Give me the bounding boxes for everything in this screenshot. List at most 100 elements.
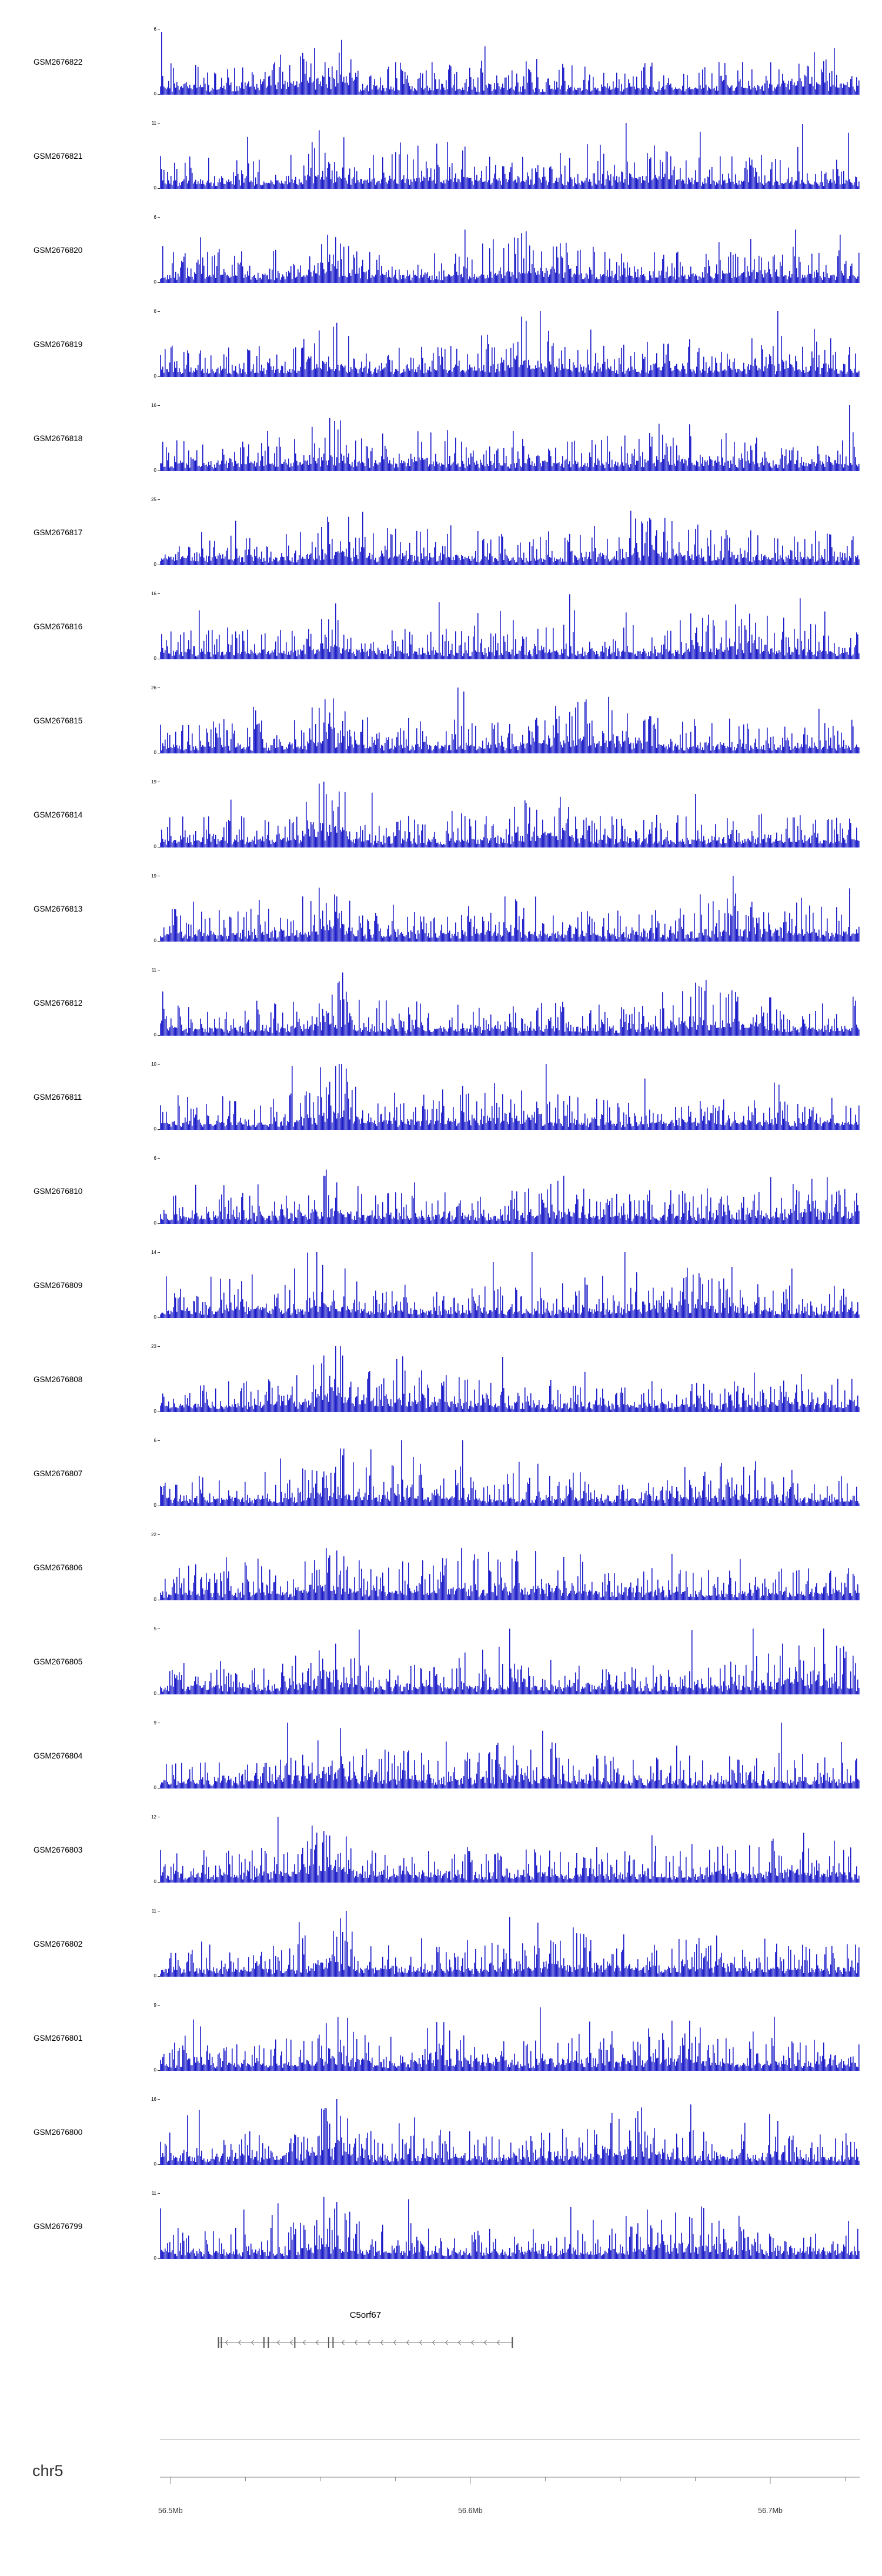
gene-strand-arrow bbox=[380, 2340, 383, 2345]
coverage-track-row: GSM2676807 6 0 bbox=[0, 1426, 882, 1520]
y-axis-max-label: 6 bbox=[153, 1438, 156, 1443]
y-axis-top-tick bbox=[158, 405, 160, 406]
track-plot-area: 22 0 bbox=[151, 1533, 860, 1602]
track-plot-area: 16 0 bbox=[151, 403, 860, 473]
y-axis-max-label: 23 bbox=[151, 1344, 156, 1349]
y-axis-min-label: 0 bbox=[153, 656, 156, 661]
gene-strand-arrow bbox=[341, 2340, 345, 2345]
coverage-bars bbox=[160, 2007, 860, 2071]
gene-exon-block bbox=[332, 2337, 334, 2348]
y-axis-min-label: 0 bbox=[153, 1314, 156, 1320]
y-axis-top-tick bbox=[158, 2193, 160, 2194]
axis-tick-label: 56.6Mb bbox=[458, 2507, 483, 2515]
track-plot-area: 14 0 bbox=[151, 1250, 860, 1320]
track-plot-area: 6 0 bbox=[154, 1439, 860, 1508]
chromosome-label: chr5 bbox=[32, 2462, 64, 2480]
coverage-histogram bbox=[160, 311, 860, 377]
gene-exon-block bbox=[218, 2337, 219, 2348]
coverage-bars bbox=[160, 1629, 860, 1694]
y-axis-max-label: 11 bbox=[151, 121, 156, 126]
y-axis-max-label: 16 bbox=[151, 403, 156, 408]
coverage-histogram bbox=[160, 1252, 860, 1318]
y-axis-top-tick bbox=[158, 1252, 160, 1253]
y-axis-max-label: 12 bbox=[151, 1814, 156, 1820]
y-axis-min-label: 0 bbox=[153, 279, 156, 285]
coverage-histogram bbox=[160, 972, 860, 1036]
y-axis-min-label: 0 bbox=[153, 185, 156, 191]
y-axis-bottom-tick bbox=[158, 2258, 160, 2259]
coverage-bars bbox=[160, 1547, 860, 1600]
gene-exon-block bbox=[263, 2337, 265, 2348]
y-axis-max-label: 25 bbox=[151, 497, 156, 502]
y-axis-max-label: 16 bbox=[151, 2097, 156, 2102]
track-plot-area: 6 0 bbox=[154, 1156, 860, 1226]
y-axis-top-tick bbox=[158, 1534, 160, 1535]
y-axis-max-label: 5 bbox=[153, 1626, 156, 1631]
y-axis-max-label: 19 bbox=[151, 873, 156, 879]
coverage-histogram bbox=[160, 876, 860, 942]
coverage-track-row: GSM2676822 6 0 bbox=[0, 15, 882, 109]
coverage-histogram bbox=[160, 123, 860, 189]
gene-strand-arrow bbox=[432, 2340, 435, 2345]
coverage-histogram bbox=[160, 1723, 860, 1788]
gene-exon-block bbox=[220, 2337, 222, 2348]
axis-tick-label: 56.7Mb bbox=[758, 2507, 783, 2515]
coverage-track-row: GSM2676804 9 0 bbox=[0, 1709, 882, 1803]
coverage-track-row: GSM2676819 6 0 bbox=[0, 297, 882, 391]
track-plot-area: 5 0 bbox=[154, 1627, 860, 1696]
y-axis-top-tick bbox=[158, 593, 160, 594]
y-axis-min-label: 0 bbox=[153, 1503, 156, 1508]
y-axis-max-label: 6 bbox=[153, 309, 156, 314]
track-sample-label: GSM2676818 bbox=[34, 433, 83, 443]
y-axis-bottom-tick bbox=[158, 2070, 160, 2071]
coverage-bars bbox=[160, 2197, 860, 2259]
gene-strand-arrow bbox=[393, 2340, 396, 2345]
y-axis-bottom-tick bbox=[158, 282, 160, 283]
y-axis-min-label: 0 bbox=[153, 844, 156, 849]
track-sample-label: GSM2676811 bbox=[34, 1092, 82, 1102]
coverage-track-row: GSM2676803 12 0 bbox=[0, 1803, 882, 1897]
y-axis-top-tick bbox=[158, 217, 160, 218]
genome-axis bbox=[160, 2477, 860, 2484]
gene-strand-arrow bbox=[496, 2340, 500, 2345]
y-axis-max-label: 16 bbox=[151, 591, 156, 596]
y-axis-bottom-tick bbox=[158, 94, 160, 95]
coverage-track-row: GSM2676806 22 0 bbox=[0, 1520, 882, 1614]
gene-strand-arrow bbox=[250, 2340, 254, 2345]
track-sample-label: GSM2676815 bbox=[34, 716, 83, 725]
y-axis-bottom-tick bbox=[158, 2164, 160, 2165]
y-axis-bottom-tick bbox=[158, 941, 160, 942]
coverage-track-row: GSM2676801 9 0 bbox=[0, 1991, 882, 2085]
track-sample-label: GSM2676817 bbox=[34, 528, 83, 537]
coverage-track-row: GSM2676811 10 0 bbox=[0, 1050, 882, 1144]
y-axis-min-label: 0 bbox=[153, 1597, 156, 1602]
coverage-bars bbox=[160, 1064, 860, 1130]
gene-strand-arrow bbox=[276, 2340, 280, 2345]
coverage-track-row: GSM2676812 11 0 bbox=[0, 956, 882, 1050]
coverage-bars bbox=[160, 1911, 860, 1977]
coverage-histogram bbox=[160, 782, 860, 847]
track-plot-area: 6 0 bbox=[154, 215, 860, 285]
track-sample-label: GSM2676804 bbox=[34, 1751, 83, 1760]
y-axis-top-tick bbox=[158, 499, 160, 500]
coverage-track-row: GSM2676816 16 0 bbox=[0, 579, 882, 673]
coverage-track-row: GSM2676820 6 0 bbox=[0, 203, 882, 297]
coverage-histogram bbox=[160, 1346, 860, 1412]
y-axis-min-label: 0 bbox=[153, 468, 156, 473]
track-sample-label: GSM2676808 bbox=[34, 1374, 83, 1384]
coverage-bars bbox=[160, 594, 860, 659]
gene-exon-block bbox=[294, 2337, 296, 2348]
track-sample-label: GSM2676805 bbox=[34, 1657, 83, 1666]
track-plot-area: 10 0 bbox=[151, 1062, 860, 1132]
coverage-histogram bbox=[160, 594, 860, 659]
coverage-bars bbox=[160, 782, 860, 847]
gene-model-track bbox=[218, 2337, 513, 2348]
y-axis-bottom-tick bbox=[158, 1976, 160, 1977]
y-axis-min-label: 0 bbox=[153, 1691, 156, 1696]
y-axis-bottom-tick bbox=[158, 376, 160, 377]
coverage-histogram bbox=[160, 229, 860, 283]
track-sample-label: GSM2676814 bbox=[34, 810, 83, 819]
y-axis-max-label: 6 bbox=[153, 1156, 156, 1161]
coverage-bars bbox=[160, 405, 860, 471]
gene-strand-arrow bbox=[367, 2340, 370, 2345]
